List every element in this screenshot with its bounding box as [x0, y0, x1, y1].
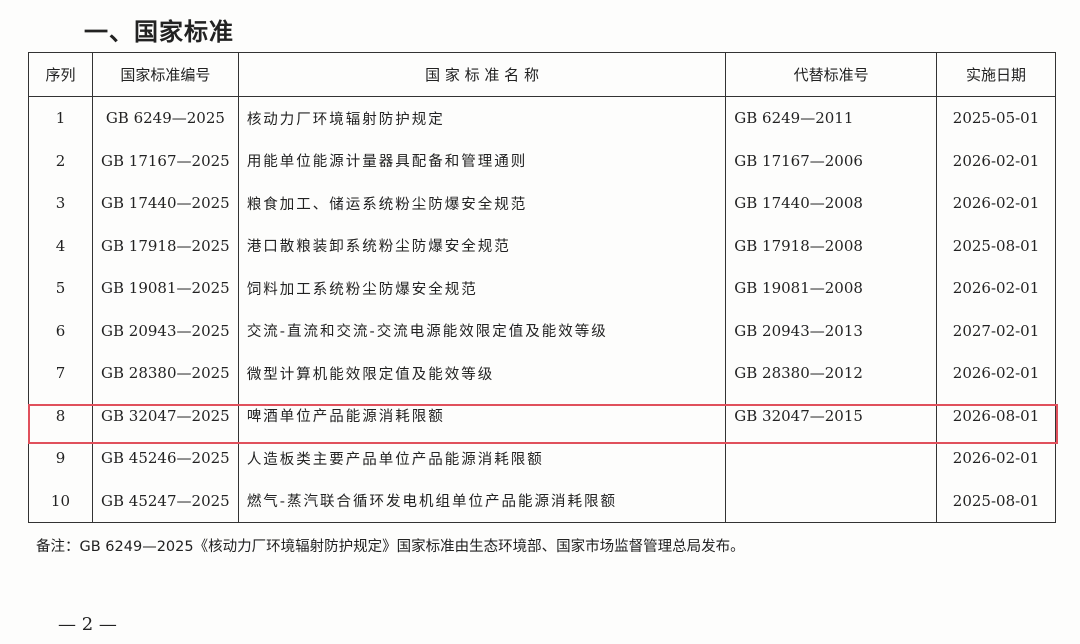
cell-replaces	[725, 437, 938, 480]
cell-replaces: GB 19081—2008	[725, 267, 938, 310]
cell-code: GB 45246—2025	[91, 437, 239, 480]
cell-date: 2025-08-01	[936, 224, 1056, 267]
cell-code: GB 32047—2025	[91, 394, 239, 437]
cell-index: 7	[28, 352, 93, 395]
header-replaces: 代替标准号	[725, 52, 938, 97]
cell-replaces: GB 32047—2015	[725, 394, 938, 437]
cell-name: 人造板类主要产品单位产品能源消耗限额	[237, 437, 727, 480]
page-number: — 2 —	[58, 614, 117, 635]
cell-name: 用能单位能源计量器具配备和管理通则	[237, 139, 727, 182]
cell-index: 3	[28, 182, 93, 225]
cell-replaces: GB 17167—2006	[725, 139, 938, 182]
cell-replaces: GB 17440—2008	[725, 182, 938, 225]
cell-name: 微型计算机能效限定值及能效等级	[237, 352, 727, 395]
cell-code: GB 20943—2025	[91, 309, 239, 352]
cell-name: 港口散粮装卸系统粉尘防爆安全规范	[237, 224, 727, 267]
footnote: 备注：GB 6249—2025《核动力厂环境辐射防护规定》国家标准由生态环境部、…	[36, 539, 745, 555]
cell-date: 2025-05-01	[936, 96, 1056, 140]
cell-code: GB 17918—2025	[91, 224, 239, 267]
cell-date: 2026-02-01	[936, 267, 1056, 310]
table-header-row: 序列 国家标准编号 国 家 标 准 名 称 代替标准号 实施日期	[28, 52, 1056, 97]
table-row: 2 GB 17167—2025 用能单位能源计量器具配备和管理通则 GB 17167—…	[28, 139, 1056, 182]
section-title: 一、国家标准	[84, 18, 234, 46]
cell-code: GB 17440—2025	[91, 182, 239, 225]
cell-name: 啤酒单位产品能源消耗限额	[237, 394, 727, 437]
cell-name: 饲料加工系统粉尘防爆安全规范	[237, 267, 727, 310]
cell-replaces: GB 28380—2012	[725, 352, 938, 395]
table-row: 9 GB 45246—2025 人造板类主要产品单位产品能源消耗限额 2026-02-…	[28, 437, 1056, 480]
cell-date: 2026-02-01	[936, 139, 1056, 182]
cell-date: 2027-02-01	[936, 309, 1056, 352]
cell-date: 2026-08-01	[936, 394, 1056, 437]
cell-date: 2026-02-01	[936, 182, 1056, 225]
header-code: 国家标准编号	[91, 52, 239, 97]
cell-code: GB 28380—2025	[91, 352, 239, 395]
cell-name: 粮食加工、储运系统粉尘防爆安全规范	[237, 182, 727, 225]
table-row: 7 GB 28380—2025 微型计算机能效限定值及能效等级 GB 28380—20…	[28, 352, 1056, 395]
table-row: 1 GB 6249—2025 核动力厂环境辐射防护规定 GB 6249—2011 202…	[28, 96, 1056, 140]
table-row: 4 GB 17918—2025 港口散粮装卸系统粉尘防爆安全规范 GB 17918—2…	[28, 224, 1056, 267]
cell-code: GB 45247—2025	[91, 479, 239, 523]
cell-index: 6	[28, 309, 93, 352]
cell-name: 燃气-蒸汽联合循环发电机组单位产品能源消耗限额	[237, 479, 727, 523]
cell-replaces: GB 17918—2008	[725, 224, 938, 267]
header-date: 实施日期	[936, 52, 1056, 97]
cell-code: GB 17167—2025	[91, 139, 239, 182]
cell-index: 4	[28, 224, 93, 267]
cell-name: 核动力厂环境辐射防护规定	[237, 96, 727, 140]
header-name: 国 家 标 准 名 称	[237, 52, 727, 97]
cell-code: GB 19081—2025	[91, 267, 239, 310]
cell-index: 8	[28, 394, 93, 437]
cell-date: 2026-02-01	[936, 437, 1056, 480]
cell-code: GB 6249—2025	[91, 96, 239, 140]
table-row: 10 GB 45247—2025 燃气-蒸汽联合循环发电机组单位产品能源消耗限额 20…	[28, 479, 1056, 523]
cell-index: 2	[28, 139, 93, 182]
table-row: 8 GB 32047—2025 啤酒单位产品能源消耗限额 GB 32047—2015 2…	[28, 394, 1056, 437]
cell-replaces: GB 6249—2011	[725, 96, 938, 140]
cell-replaces: GB 20943—2013	[725, 309, 938, 352]
table-row: 6 GB 20943—2025 交流-直流和交流-交流电源能效限定值及能效等级 GB …	[28, 309, 1056, 352]
header-index: 序列	[28, 52, 93, 97]
cell-date: 2026-02-01	[936, 352, 1056, 395]
cell-index: 1	[28, 96, 93, 140]
table-row: 5 GB 19081—2025 饲料加工系统粉尘防爆安全规范 GB 19081—200…	[28, 267, 1056, 310]
cell-index: 10	[28, 479, 93, 523]
table-row: 3 GB 17440—2025 粮食加工、储运系统粉尘防爆安全规范 GB 17440—…	[28, 182, 1056, 225]
cell-date: 2025-08-01	[936, 479, 1056, 523]
cell-name: 交流-直流和交流-交流电源能效限定值及能效等级	[237, 309, 727, 352]
standards-table: 序列 国家标准编号 国 家 标 准 名 称 代替标准号 实施日期 1 GB 624…	[28, 52, 1056, 523]
cell-replaces	[725, 479, 938, 523]
cell-index: 5	[28, 267, 93, 310]
cell-index: 9	[28, 437, 93, 480]
